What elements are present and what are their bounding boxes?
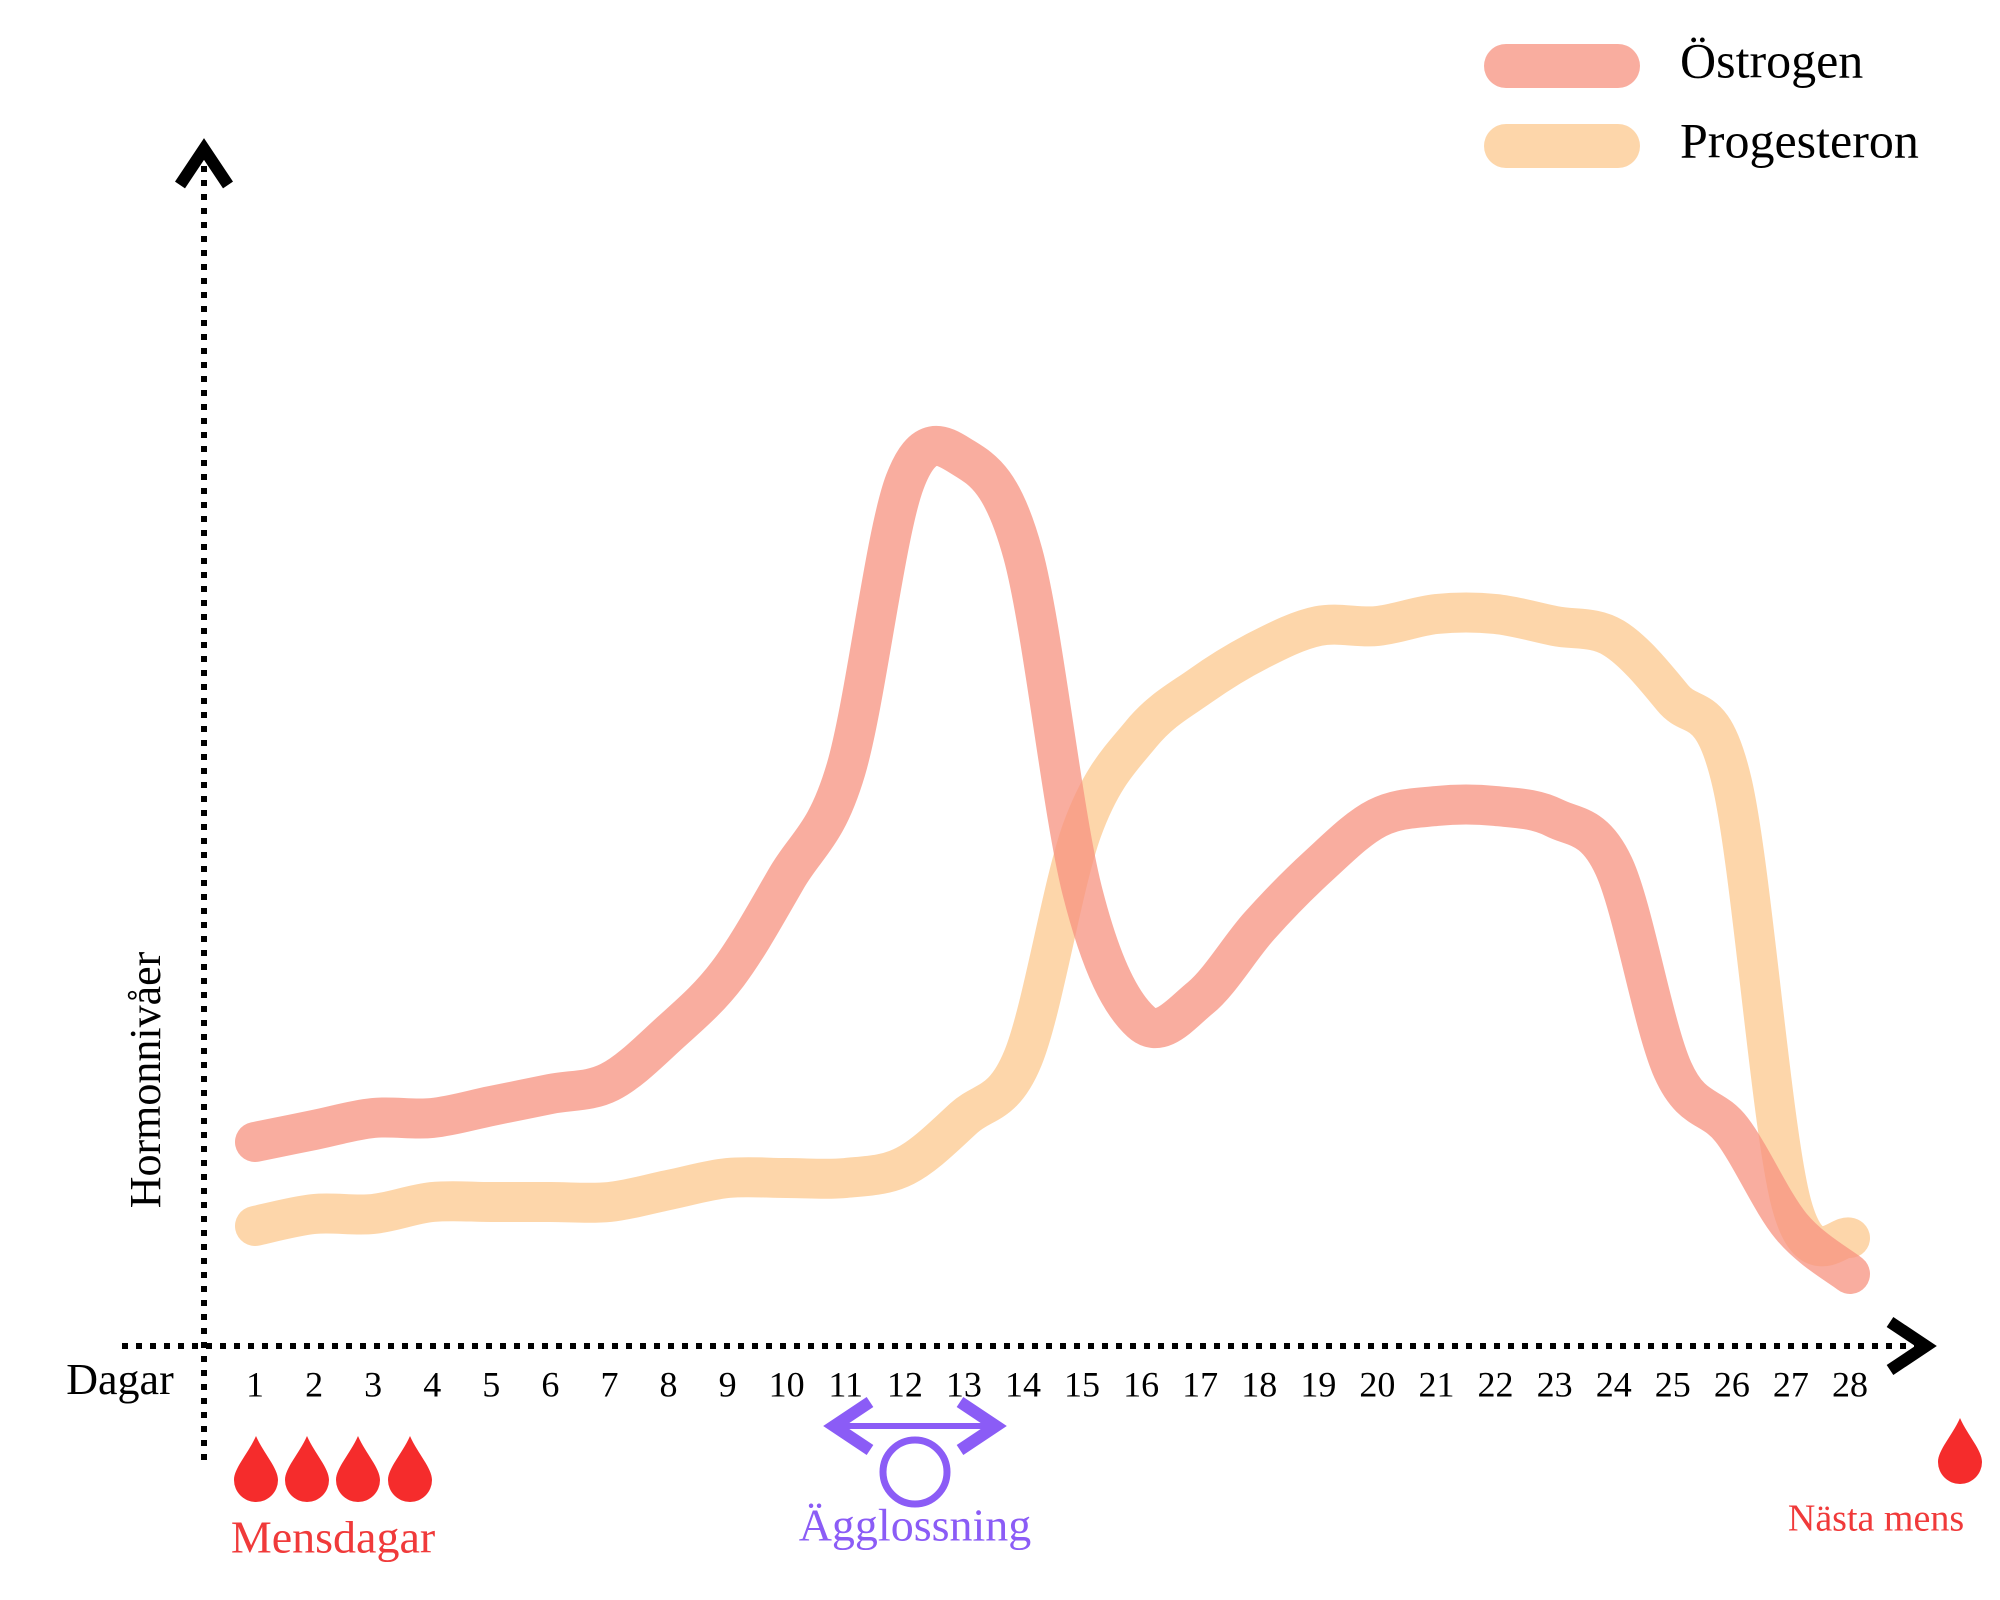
plot-area xyxy=(235,426,1870,1294)
x-tick-label: 20 xyxy=(1359,1364,1395,1404)
x-tick-label: 25 xyxy=(1655,1364,1691,1404)
x-tick-label: 21 xyxy=(1418,1364,1454,1404)
x-tick-label: 26 xyxy=(1714,1364,1750,1404)
x-tick-label: 22 xyxy=(1478,1364,1514,1404)
x-tick-label: 2 xyxy=(305,1364,323,1404)
x-tick-label: 13 xyxy=(946,1364,982,1404)
x-tick-label: 23 xyxy=(1537,1364,1573,1404)
x-tick-label: 27 xyxy=(1773,1364,1809,1404)
x-tick-label: 28 xyxy=(1832,1364,1868,1404)
menstruation-label: Mensdagar xyxy=(231,1512,435,1563)
x-tick-label: 17 xyxy=(1182,1364,1218,1404)
x-tick-label: 5 xyxy=(482,1364,500,1404)
y-axis-label: Hormonnivåer xyxy=(121,951,170,1208)
ovulation-label: Ägglossning xyxy=(799,1500,1032,1551)
x-tick-label: 19 xyxy=(1300,1364,1336,1404)
x-tick-label: 12 xyxy=(887,1364,923,1404)
legend-label: Östrogen xyxy=(1680,32,1863,88)
x-tick-label: 4 xyxy=(423,1364,441,1404)
x-tick-label: 1 xyxy=(246,1364,264,1404)
x-tick-label: 16 xyxy=(1123,1364,1159,1404)
x-tick-label: 14 xyxy=(1005,1364,1041,1404)
series-line xyxy=(235,426,1870,1294)
legend-swatch xyxy=(1484,44,1640,88)
x-tick-label: 3 xyxy=(364,1364,382,1404)
x-axis-label: Dagar xyxy=(66,1355,174,1404)
legend-swatch xyxy=(1484,124,1640,168)
x-tick-label: 18 xyxy=(1241,1364,1277,1404)
x-tick-label: 9 xyxy=(719,1364,737,1404)
ovulation-icon xyxy=(879,1436,951,1508)
x-tick-label: 8 xyxy=(660,1364,678,1404)
next-period-label: Nästa mens xyxy=(1788,1498,1964,1540)
legend: Östrogen Progesteron xyxy=(1484,32,1919,168)
x-tick-label: 11 xyxy=(828,1364,863,1404)
menstruation-drops xyxy=(234,1418,1982,1502)
x-tick-label: 6 xyxy=(541,1364,559,1404)
series-line xyxy=(235,592,1870,1267)
legend-label: Progesteron xyxy=(1680,112,1919,168)
x-tick-label: 15 xyxy=(1064,1364,1100,1404)
x-tick-label: 24 xyxy=(1596,1364,1632,1404)
x-tick-label: 10 xyxy=(769,1364,805,1404)
x-tick-label: 7 xyxy=(600,1364,618,1404)
